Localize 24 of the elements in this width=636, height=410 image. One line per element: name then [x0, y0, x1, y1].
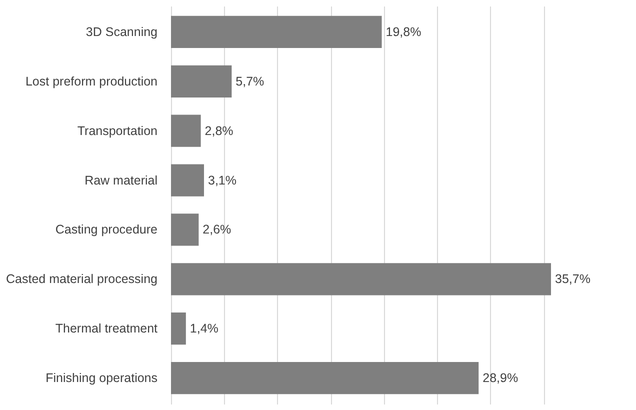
data-label: 3,1%: [208, 173, 236, 188]
y-tick-label: 3D Scanning: [86, 24, 158, 39]
bar: [171, 263, 551, 296]
data-label: 2,6%: [202, 222, 232, 237]
bar: [171, 312, 186, 345]
y-tick-label: Transportation: [77, 124, 158, 138]
y-tick-label: Thermal treatment: [55, 322, 158, 336]
data-label: 35,7%: [555, 272, 590, 286]
bar: [171, 65, 232, 98]
y-tick-label: Casted material processing: [6, 272, 158, 286]
bar: [171, 362, 479, 394]
bar: [171, 16, 382, 48]
data-label: 2,8%: [204, 124, 234, 138]
y-tick-label: Raw material: [84, 173, 158, 188]
data-label: 1,4%: [190, 322, 218, 336]
bar: [171, 164, 204, 196]
y-tick-label: Casting procedure: [55, 222, 158, 237]
data-label: 19,8%: [386, 24, 422, 39]
data-label: 28,9%: [482, 371, 518, 386]
data-label: 5,7%: [236, 74, 264, 88]
bar: [171, 114, 201, 147]
y-tick-label: Finishing operations: [46, 371, 158, 386]
y-tick-label: Lost preform production: [25, 74, 158, 88]
bar: [171, 214, 199, 246]
